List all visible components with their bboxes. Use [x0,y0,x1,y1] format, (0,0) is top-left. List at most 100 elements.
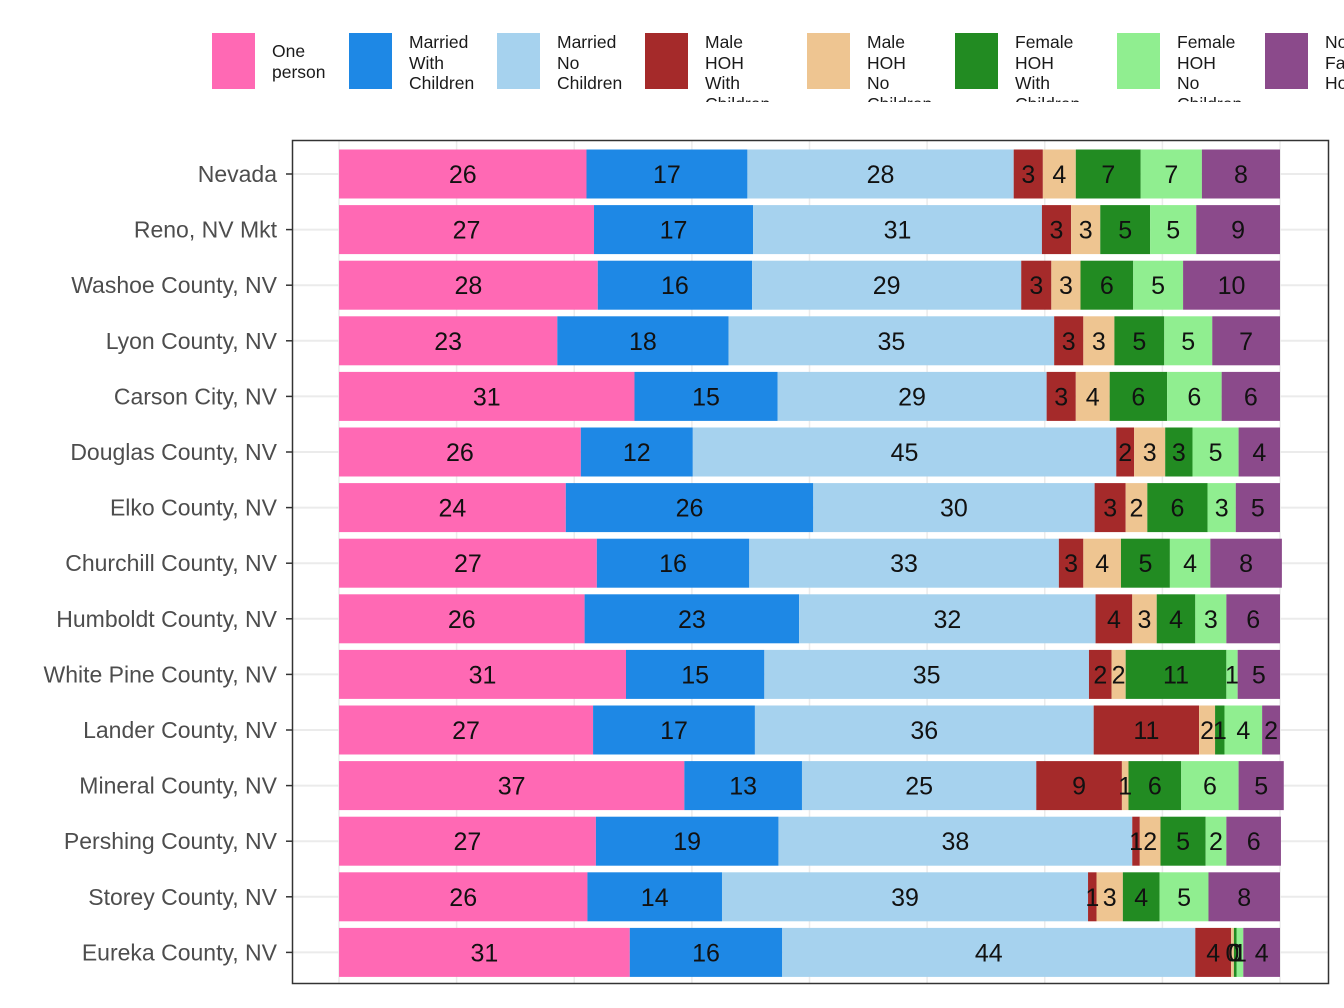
bar-segment [1100,205,1151,255]
data-label: 26 [449,161,477,189]
data-label: 11 [1133,717,1159,745]
data-label: 0 [1226,939,1240,967]
bar-segment [813,483,1095,533]
bar-segment [1150,205,1197,255]
bar-segment [1046,371,1076,421]
bar-segment [1054,316,1084,366]
data-label: 18 [629,328,657,356]
data-label: 2 [1209,828,1223,856]
data-label: 12 [623,439,651,467]
bar-segment [1192,427,1239,477]
legend-label: Married With Children [409,32,475,93]
bar-segment [634,371,778,421]
bar-segment [339,872,588,922]
data-label: 4 [1107,606,1121,634]
bar-segment [580,427,693,477]
y-tick-label: Washoe County, NV [71,272,277,298]
bar-segment [1207,483,1236,533]
data-label: 8 [1239,550,1253,578]
data-label: 26 [449,884,477,912]
bar-segment [1075,371,1110,421]
bar-segment [782,927,1196,977]
data-label: 1 [1085,884,1099,912]
bar-segment [1221,371,1280,421]
bar-segment [1134,427,1166,477]
data-label: 5 [1151,272,1165,300]
bar-segment [1159,872,1209,922]
bar-segment [339,761,685,811]
data-label: 5 [1181,328,1195,356]
y-tick-label: Elko County, NV [110,495,278,521]
y-tick-label: Churchill County, NV [65,550,277,576]
data-label: 11 [1163,661,1189,689]
bar-segment [1226,816,1281,866]
bar-segment [595,816,779,866]
data-label: 4 [1236,717,1250,745]
data-label: 6 [1148,773,1162,801]
data-label: 8 [1237,884,1251,912]
y-tick-label: Mineral County, NV [79,773,277,799]
data-label: 6 [1203,773,1217,801]
data-label: 3 [1059,272,1073,300]
data-label: 23 [678,606,706,634]
data-label: 4 [1086,383,1100,411]
bar-segment [1093,705,1200,755]
bar-segment [1071,205,1101,255]
data-label: 6 [1244,383,1258,411]
data-label: 5 [1251,495,1265,523]
data-label: 35 [877,328,905,356]
data-label: 33 [890,550,918,578]
bar-segment [1196,205,1280,255]
data-label: 16 [661,272,689,300]
legend-swatch [645,33,688,89]
data-label: 19 [673,828,701,856]
data-label: 1 [1225,661,1239,689]
data-label: 45 [891,439,919,467]
data-label: 1 [1233,939,1247,967]
data-label: 15 [692,383,720,411]
bar-segment [1208,872,1280,922]
data-label: 4 [1169,606,1183,634]
bar-segment [1160,816,1206,866]
data-label: 30 [940,495,968,523]
data-label: 5 [1118,217,1132,245]
data-label: 3 [1172,439,1186,467]
bar-segment [584,594,800,644]
bar-segment [1181,761,1239,811]
bar-segment [339,705,594,755]
y-tick-label: Storey County, NV [88,884,277,910]
data-label: 23 [434,328,462,356]
data-label: 24 [438,495,466,523]
data-label: 25 [905,773,933,801]
data-label: 27 [453,217,481,245]
bar-segment [339,427,581,477]
data-label: 5 [1138,550,1152,578]
bar-segment [1215,705,1225,755]
bar-segment [1237,649,1280,699]
data-label: 6 [1187,383,1201,411]
data-label: 5 [1177,884,1191,912]
bar-segment [1041,205,1072,255]
data-label: 4 [1252,439,1266,467]
bar-segment [1132,816,1140,866]
y-tick-label: Lyon County, NV [106,328,278,354]
bar-segment [1156,594,1196,644]
data-label: 2 [1143,828,1157,856]
data-label: 14 [641,884,669,912]
data-label: 2 [1200,717,1214,745]
bar-segment [1080,260,1134,310]
data-label: 5 [1254,773,1268,801]
data-label: 4 [1095,550,1109,578]
bar-segment [1075,149,1141,199]
chart-legend: One person Married With Children Married… [212,32,1344,102]
bar-segment [1121,761,1129,811]
data-label: 26 [446,439,474,467]
legend-label: Female HOH No Children [1177,32,1242,102]
legend-label: Male HOH No Children [867,32,932,102]
bar-segment [754,705,1094,755]
bar-segment [1132,594,1157,644]
legend-swatch [955,33,998,89]
bar-segment [1195,927,1232,977]
bar-segment [587,872,722,922]
